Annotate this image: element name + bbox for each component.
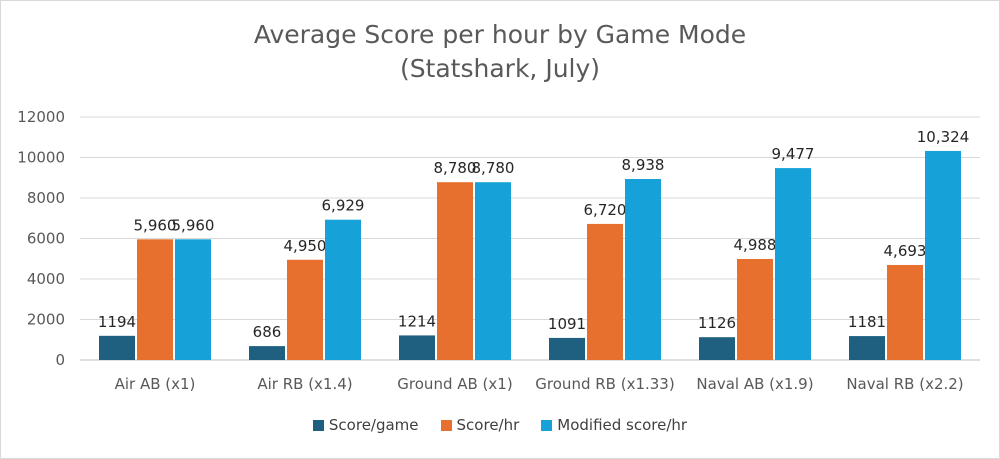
- legend-item: Modified score/hr: [541, 416, 687, 434]
- data-label: 1126: [698, 314, 736, 332]
- data-label: 1194: [98, 313, 136, 331]
- legend-item: Score/hr: [440, 416, 520, 434]
- data-label: 686: [253, 323, 282, 341]
- legend-item: Score/game: [312, 416, 419, 434]
- bar: [925, 150, 961, 360]
- data-label: 9,477: [772, 145, 815, 163]
- x-tick-label: Naval AB (x1.9): [696, 375, 813, 393]
- bar: [849, 336, 885, 360]
- bar: [175, 239, 211, 360]
- x-tick-label: Naval RB (x2.2): [846, 375, 963, 393]
- bar: [137, 239, 173, 360]
- data-label: 6,929: [322, 197, 365, 215]
- data-label: 10,324: [917, 128, 970, 146]
- data-label: 5,960: [172, 216, 215, 234]
- bar: [587, 223, 623, 360]
- chart-subtitle: (Statshark, July): [399, 54, 601, 83]
- y-tick-label: 2000: [27, 311, 65, 329]
- data-label: 8,780: [472, 159, 515, 177]
- chart-legend: Score/game Score/hr Modified score/hr: [0, 416, 1000, 434]
- bar: [99, 335, 135, 360]
- bar: [475, 182, 511, 360]
- legend-swatch: [541, 419, 553, 431]
- legend-label: Score/hr: [456, 416, 520, 434]
- bar: [437, 182, 473, 360]
- bar: [249, 346, 285, 360]
- chart-title-block: Average Score per hour by Game Mode (Sta…: [0, 18, 1000, 86]
- x-tick-label: Ground AB (x1): [397, 375, 512, 393]
- data-label: 1091: [548, 315, 586, 333]
- y-tick-label: 0: [55, 351, 65, 369]
- y-tick-label: 8000: [27, 189, 65, 207]
- x-tick-label: Air AB (x1): [115, 375, 196, 393]
- data-label: 5,960: [134, 216, 177, 234]
- data-label: 4,950: [284, 237, 327, 255]
- legend-label: Modified score/hr: [557, 416, 688, 434]
- data-label: 4,988: [734, 236, 777, 254]
- y-tick-label: 10000: [17, 149, 65, 167]
- bar: [737, 258, 773, 360]
- y-tick-label: 4000: [27, 270, 65, 288]
- bar: [399, 335, 435, 360]
- bar: [625, 179, 661, 360]
- x-tick-label: Air RB (x1.4): [257, 375, 352, 393]
- y-tick-label: 6000: [27, 230, 65, 248]
- data-label: 4,693: [884, 242, 927, 260]
- y-tick-label: 12000: [17, 108, 65, 126]
- bar: [287, 259, 323, 360]
- bar: [325, 219, 361, 360]
- bar: [549, 337, 585, 360]
- bar: [887, 264, 923, 360]
- legend-label: Score/game: [328, 416, 419, 434]
- chart-title: Average Score per hour by Game Mode: [253, 20, 747, 49]
- data-label: 1181: [848, 313, 886, 331]
- legend-swatch: [440, 419, 452, 431]
- data-label: 8,938: [622, 156, 665, 174]
- bar: [775, 168, 811, 360]
- data-label: 8,780: [434, 159, 477, 177]
- data-label: 1214: [398, 312, 436, 330]
- bar: [699, 337, 735, 360]
- x-tick-label: Ground RB (x1.33): [535, 375, 674, 393]
- data-label: 6,720: [584, 201, 627, 219]
- legend-swatch: [312, 419, 324, 431]
